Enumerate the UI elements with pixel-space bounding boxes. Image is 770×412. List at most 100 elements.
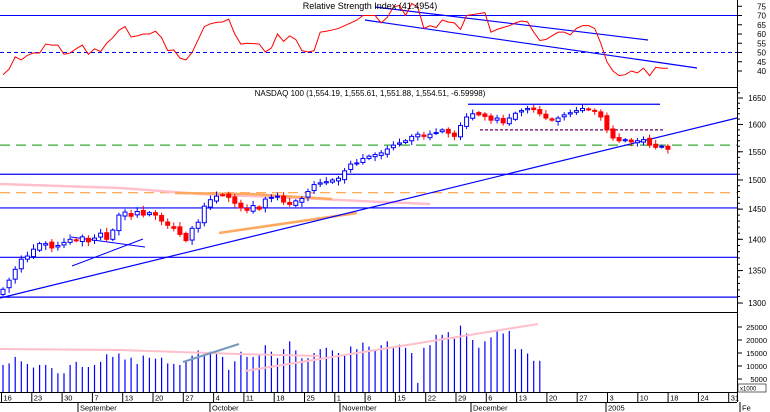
date-label: 13 <box>519 394 527 403</box>
date-label: 23 <box>34 394 42 403</box>
candle-down <box>85 237 91 243</box>
candle-up <box>415 133 421 138</box>
candle-down <box>604 115 610 131</box>
candle-up <box>494 117 500 121</box>
candle-up <box>348 163 354 170</box>
candle-up <box>55 244 61 248</box>
volume-panel <box>0 323 541 392</box>
candle-down <box>616 137 622 142</box>
pink-trendline <box>0 182 431 206</box>
candle-up <box>116 214 122 232</box>
volume-tick-label: 5000 <box>750 375 767 384</box>
date-label: 16 <box>4 394 12 403</box>
candle-up <box>207 199 213 208</box>
candle-up <box>409 135 415 142</box>
rsi-line <box>2 2 668 77</box>
volume-trendline <box>244 323 539 372</box>
candle-up <box>354 162 360 165</box>
candle-up <box>214 195 219 202</box>
candle-up <box>18 258 24 270</box>
date-label: 6 <box>488 394 492 403</box>
candle-up <box>0 288 6 295</box>
rsi-title: Relative Strength Index (41.4954) <box>303 1 438 11</box>
date-label: 31 <box>731 394 739 403</box>
candle-down <box>159 215 165 222</box>
candle-up <box>122 211 128 217</box>
date-label: 10 <box>640 394 648 403</box>
candle-down <box>537 109 543 115</box>
candle-up <box>305 191 311 198</box>
candle-up <box>372 154 378 158</box>
candle-up <box>622 139 628 142</box>
candle-up <box>311 184 317 192</box>
price-tick-label: 1350 <box>748 267 766 276</box>
date-label: 11 <box>246 394 254 403</box>
date-label: 24 <box>700 394 708 403</box>
candle-down <box>153 212 158 216</box>
date-label: 22 <box>428 394 436 403</box>
candle-down <box>220 194 226 197</box>
candle-down <box>610 128 616 139</box>
candle-down <box>281 195 287 203</box>
candle-up <box>43 243 49 246</box>
candle-down <box>287 202 293 205</box>
triangle-trendline <box>71 238 144 267</box>
date-label: 27 <box>185 394 193 403</box>
candle-up <box>360 157 366 163</box>
date-label: 30 <box>64 394 72 403</box>
candle-down <box>104 232 110 240</box>
price-title: NASDAQ 100 (1,554.19, 1,555.61, 1,551.88… <box>255 89 486 98</box>
candle-up <box>24 255 30 260</box>
candle-down <box>531 107 537 111</box>
candle-up <box>293 200 299 206</box>
candle-down <box>647 137 653 146</box>
date-label: 1 <box>337 394 341 403</box>
price-tick-label: 1450 <box>748 205 766 214</box>
volume-tick-label: 15000 <box>746 349 767 358</box>
candle-down <box>482 113 488 117</box>
candle-up <box>458 125 463 138</box>
rsi-panel <box>0 2 737 77</box>
candle-down <box>592 109 598 112</box>
month-label: December <box>473 404 508 412</box>
candle-down <box>543 113 549 119</box>
candle-up <box>427 133 433 139</box>
candle-up <box>555 117 561 122</box>
candle-down <box>500 117 506 124</box>
candle-down <box>171 226 177 229</box>
candle-down <box>488 115 494 121</box>
price-tick-label: 1600 <box>748 120 766 129</box>
volume-tick-label: 25000 <box>746 323 767 332</box>
candle-up <box>573 110 579 113</box>
candle-down <box>256 206 262 210</box>
volume-ma-line <box>0 348 321 357</box>
date-label: 15 <box>397 394 405 403</box>
candle-down <box>598 111 604 118</box>
date-label: 18 <box>276 394 284 403</box>
candle-down <box>653 143 659 148</box>
candle-up <box>366 155 372 159</box>
candle-down <box>177 226 183 235</box>
price-tick-label: 1650 <box>748 94 766 103</box>
candle-up <box>433 132 439 135</box>
month-label: 2005 <box>608 404 625 412</box>
rsi-tick-label: 40 <box>757 67 766 76</box>
date-label: 8 <box>367 394 371 403</box>
candle-up <box>470 113 476 119</box>
candle-down <box>226 193 232 198</box>
rsi-tick-label: 65 <box>757 21 766 30</box>
candle-up <box>317 182 323 185</box>
candle-down <box>165 221 171 226</box>
candle-down <box>183 232 189 242</box>
volume-unit-label: x1000 <box>740 387 757 393</box>
candle-up <box>323 181 329 184</box>
price-tick-label: 1500 <box>748 176 766 185</box>
candle-up <box>37 243 43 251</box>
volume-tick-label: 20000 <box>746 336 767 345</box>
rsi-tick-label: 45 <box>757 58 766 67</box>
candle-up <box>201 205 207 224</box>
candle-up <box>439 129 445 133</box>
candle-up <box>98 232 104 238</box>
